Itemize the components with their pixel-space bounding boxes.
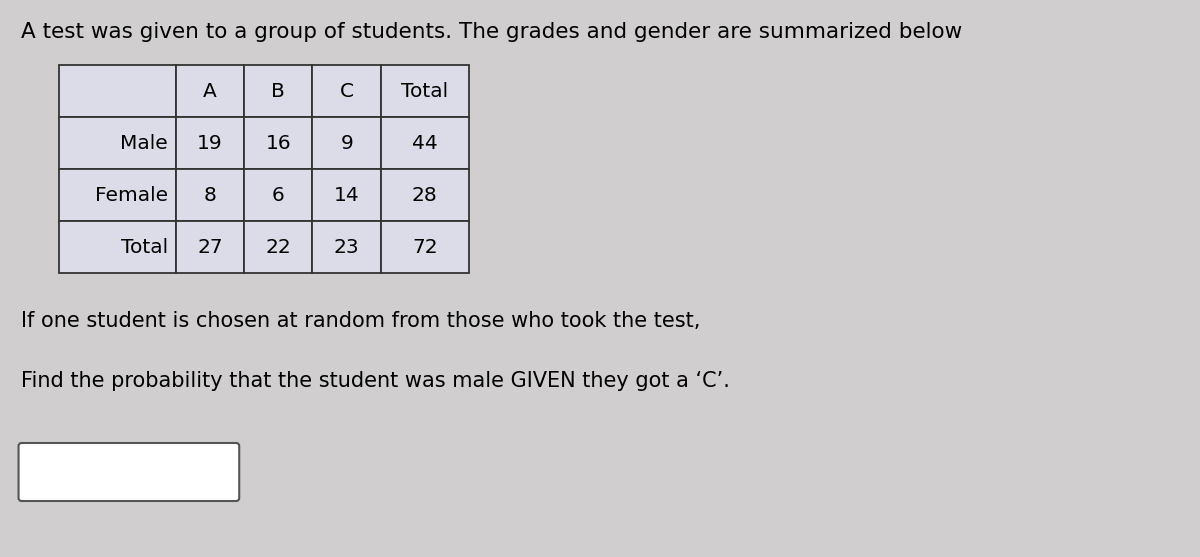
Text: 9: 9 (341, 134, 353, 153)
Text: 6: 6 (272, 185, 284, 204)
Bar (312, 65, 380, 117)
Bar (244, 169, 312, 221)
Text: Male: Male (120, 134, 168, 153)
Text: Total: Total (401, 81, 449, 100)
Bar (59, 117, 175, 169)
Bar (312, 221, 380, 273)
Text: If one student is chosen at random from those who took the test,: If one student is chosen at random from … (22, 311, 701, 331)
Text: 22: 22 (265, 237, 292, 257)
Bar (175, 117, 244, 169)
Text: A test was given to a group of students. The grades and gender are summarized be: A test was given to a group of students.… (22, 22, 962, 42)
Text: Total: Total (121, 237, 168, 257)
Text: 14: 14 (334, 185, 360, 204)
Text: C: C (340, 81, 354, 100)
Bar (244, 65, 312, 117)
Bar (312, 117, 380, 169)
Bar (380, 117, 469, 169)
Text: 23: 23 (334, 237, 360, 257)
Bar (175, 65, 244, 117)
Bar (380, 169, 469, 221)
Bar (175, 169, 244, 221)
Bar (380, 221, 469, 273)
Text: B: B (271, 81, 286, 100)
Text: 28: 28 (412, 185, 438, 204)
Bar (175, 221, 244, 273)
Text: 27: 27 (197, 237, 223, 257)
Text: 16: 16 (265, 134, 292, 153)
Text: 19: 19 (197, 134, 223, 153)
Text: 44: 44 (412, 134, 438, 153)
Text: A: A (203, 81, 217, 100)
Bar (59, 169, 175, 221)
Bar (59, 65, 175, 117)
Bar (380, 65, 469, 117)
FancyBboxPatch shape (18, 443, 239, 501)
Bar (59, 221, 175, 273)
Text: 8: 8 (204, 185, 216, 204)
Bar (244, 221, 312, 273)
Text: 72: 72 (412, 237, 438, 257)
Text: Female: Female (95, 185, 168, 204)
Bar (312, 169, 380, 221)
Bar (244, 117, 312, 169)
Text: Find the probability that the student was male GIVEN they got a ‘C’.: Find the probability that the student wa… (22, 371, 731, 391)
